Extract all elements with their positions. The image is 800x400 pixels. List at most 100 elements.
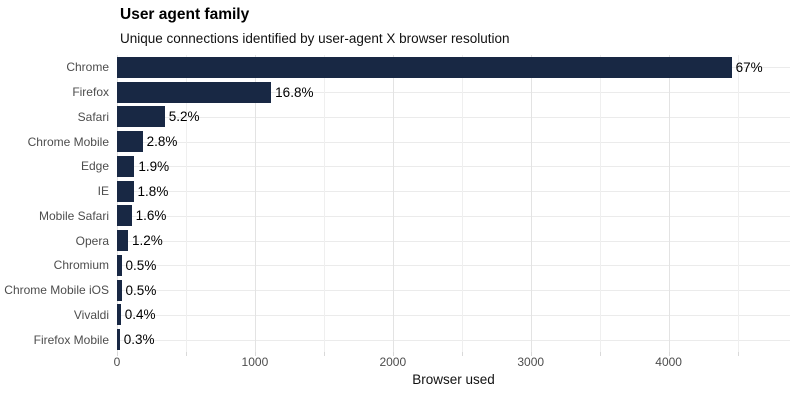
bar	[117, 205, 132, 227]
x-axis-tick-mark	[392, 352, 394, 356]
x-axis-tick-label: 0	[113, 355, 121, 369]
x-axis-tick-mark	[599, 352, 601, 356]
gridline-vertical-major	[392, 55, 394, 352]
gridline-horizontal	[117, 191, 790, 193]
x-axis-title: Browser used	[412, 372, 495, 387]
bar-track: 1.9%	[117, 154, 790, 179]
value-label: 1.8%	[137, 183, 169, 199]
gridline-vertical-major	[668, 55, 670, 352]
gridline-vertical-major	[254, 55, 256, 352]
bar-row: Chrome 67%	[0, 55, 800, 80]
bar	[117, 329, 120, 351]
bar-track: 2.8%	[117, 129, 790, 154]
gridline-horizontal	[117, 339, 790, 341]
category-label: Opera	[75, 233, 109, 248]
bar	[117, 106, 165, 128]
gridline-horizontal	[117, 265, 790, 267]
bar	[117, 254, 122, 276]
bar	[117, 230, 129, 252]
x-axis: 0 1000 2000 3000 4000	[113, 352, 790, 372]
category-label: Edge	[80, 159, 109, 174]
value-label: 1.9%	[138, 158, 170, 174]
bar-track: 16.8%	[117, 80, 790, 105]
bar-track: 1.6%	[117, 204, 790, 229]
gridline-horizontal	[117, 116, 790, 118]
gridline-horizontal	[117, 240, 790, 242]
value-label: 1.6%	[135, 208, 167, 224]
gridline-vertical-minor	[185, 55, 187, 352]
bar-row: Mobile Safari 1.6%	[0, 204, 800, 229]
plot-panel	[117, 55, 790, 356]
category-label: Firefox Mobile	[33, 332, 109, 347]
bar	[117, 56, 732, 78]
bar-row: Vivaldi 0.4%	[0, 303, 800, 328]
x-axis-tick-mark	[323, 352, 325, 356]
x-axis-tick-label: 2000	[379, 355, 407, 369]
category-label: Chrome	[66, 60, 109, 75]
category-label: IE	[97, 184, 109, 199]
bar	[117, 155, 135, 177]
category-label: Vivaldi	[73, 307, 109, 322]
x-axis-tick-label: 3000	[517, 355, 545, 369]
x-axis-tick-mark	[254, 352, 256, 356]
value-label: 5.2%	[168, 109, 200, 125]
bar	[117, 304, 121, 326]
x-axis-tick-mark	[530, 352, 532, 356]
bar-track: 5.2%	[117, 105, 790, 130]
x-axis-tick-mark	[185, 352, 187, 356]
bar-row: Opera 1.2%	[0, 228, 800, 253]
bar-row: Edge 1.9%	[0, 154, 800, 179]
gridline-vertical-major	[530, 55, 532, 352]
gridline-vertical-minor	[323, 55, 325, 352]
bar	[117, 279, 122, 301]
x-axis-tick-label: 4000	[655, 355, 682, 369]
bar-track: 0.5%	[117, 278, 790, 303]
value-label: 0.5%	[125, 282, 157, 298]
value-label: 0.4%	[124, 307, 156, 323]
gridline-vertical-minor	[737, 55, 739, 352]
bar-row: Safari 5.2%	[0, 105, 800, 130]
bar-track: 67%	[117, 55, 790, 80]
bar	[117, 180, 134, 202]
value-label: 0.5%	[125, 257, 157, 273]
x-axis-tick-label: 1000	[241, 355, 269, 369]
gridline-vertical-minor	[599, 55, 601, 352]
value-label: 0.3%	[123, 332, 155, 348]
category-label: Firefox	[72, 85, 109, 100]
value-label: 67%	[735, 59, 763, 75]
gridline-horizontal	[117, 314, 790, 316]
category-label: Safari	[77, 109, 109, 124]
chart-subtitle: Unique connections identified by user-ag…	[120, 31, 510, 46]
bar	[117, 131, 143, 153]
gridline-horizontal	[117, 215, 790, 217]
bar-row: Chrome Mobile iOS 0.5%	[0, 278, 800, 303]
x-axis-tick-mark	[737, 352, 739, 356]
category-label: Mobile Safari	[38, 208, 109, 223]
x-axis-tick-mark	[117, 352, 118, 356]
bar-track: 0.4%	[117, 303, 790, 328]
x-axis-tick-mark	[461, 352, 463, 356]
gridline-vertical-major	[117, 55, 118, 352]
x-axis-tick-mark	[668, 352, 670, 356]
bar-track: 1.2%	[117, 228, 790, 253]
bar-row: Chrome Mobile 2.8%	[0, 129, 800, 154]
bar-row: Chromium 0.5%	[0, 253, 800, 278]
value-label: 16.8%	[275, 84, 314, 100]
value-label: 2.8%	[146, 134, 178, 150]
bar	[117, 81, 272, 103]
value-label: 1.2%	[132, 233, 163, 249]
category-label: Chrome Mobile	[27, 134, 109, 149]
bar-row: IE 1.8%	[0, 179, 800, 204]
category-label: Chromium	[53, 258, 109, 273]
bar-row: Firefox 16.8%	[0, 80, 800, 105]
chart-title: User agent family	[120, 6, 250, 23]
gridline-horizontal	[117, 166, 790, 168]
bar-row: Firefox Mobile 0.3%	[0, 327, 800, 352]
gridline-horizontal	[117, 290, 790, 292]
bar-rows: Chrome 67% Firefox 16.8% Safari 5.2% Chrome Mo…	[0, 55, 800, 352]
gridline-vertical-minor	[461, 55, 463, 352]
bar-track: 0.3%	[117, 327, 790, 352]
gridline-horizontal	[117, 141, 790, 143]
bar-track: 0.5%	[117, 253, 790, 278]
bar-track: 1.8%	[117, 179, 790, 204]
